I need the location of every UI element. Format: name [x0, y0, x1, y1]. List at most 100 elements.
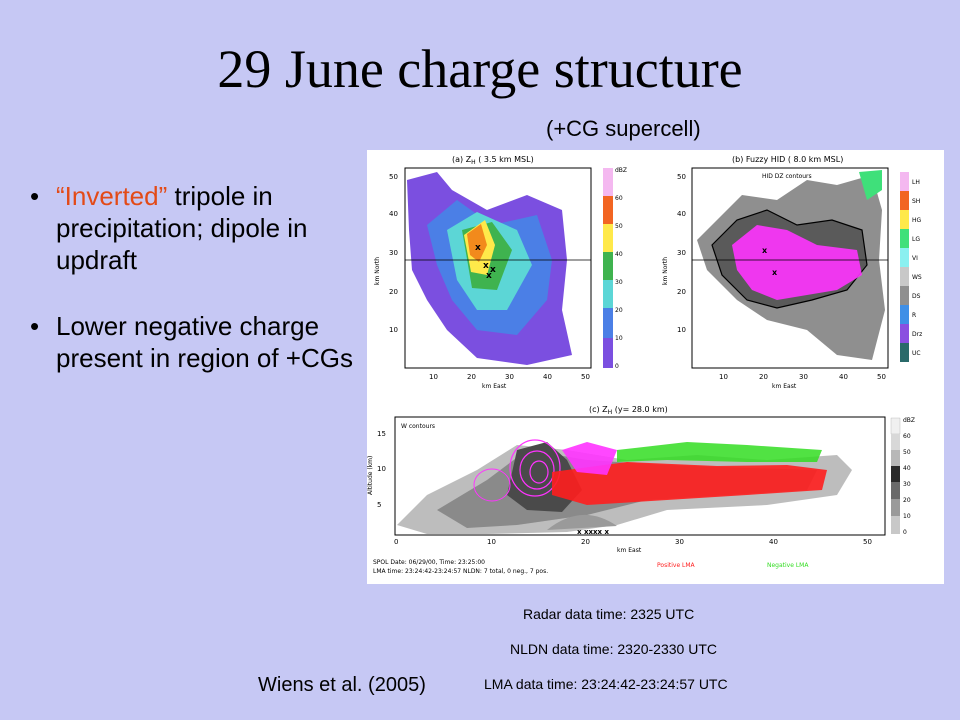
axis-label: km North	[374, 257, 381, 285]
svg-text:30: 30	[903, 481, 911, 488]
svg-text:50: 50	[903, 449, 911, 456]
svg-text:0: 0	[903, 529, 907, 536]
cg-marker: x	[772, 268, 778, 277]
figure-footer-line: LMA time: 23:24:42-23:24:57 NLDN: 7 tota…	[373, 568, 548, 575]
svg-text:UC: UC	[912, 350, 921, 357]
bullet-list: • “Inverted” tripole in precipitation; d…	[30, 180, 360, 408]
tick-label: 10	[389, 326, 398, 334]
svg-text:WS: WS	[912, 274, 922, 281]
section-reflectivity-arc	[547, 514, 617, 530]
panel-c-title: (c) ZH (y= 28.0 km)	[589, 405, 668, 416]
nldn-time: NLDN data time: 2320-2330 UTC	[510, 641, 717, 657]
svg-text:20: 20	[615, 307, 623, 314]
panel-b-title: (b) Fuzzy HID ( 8.0 km MSL)	[732, 155, 843, 164]
svg-text:R: R	[912, 312, 916, 319]
reflectivity-55	[467, 224, 487, 262]
tick-label: 20	[467, 373, 476, 381]
bullet-item: • Lower negative charge present in regio…	[30, 310, 360, 374]
svg-text:SH: SH	[912, 198, 920, 205]
bullet-text: Lower negative charge present in region …	[56, 311, 353, 373]
svg-text:30: 30	[615, 279, 623, 286]
tick-label: 50	[389, 173, 398, 181]
svg-text:HG: HG	[912, 217, 922, 224]
slide-subtitle: (+CG supercell)	[546, 116, 701, 141]
panel-a-title: (a) ZH ( 3.5 km MSL)	[452, 155, 534, 166]
svg-text:dBZ: dBZ	[903, 417, 915, 424]
svg-text:20: 20	[903, 497, 911, 504]
magenta-lma-sources	[562, 442, 617, 475]
cg-marker: x	[490, 265, 496, 275]
updraft-contour	[519, 450, 555, 490]
svg-text:0: 0	[615, 363, 619, 370]
svg-text:DS: DS	[912, 293, 921, 300]
tick-label: 5	[377, 501, 381, 509]
updraft-contour	[529, 460, 549, 484]
colorbar-a: dBZ 60 50 40 30 20 10 0	[603, 167, 627, 370]
negative-lma-sources	[617, 442, 822, 462]
hid-low-graupel	[859, 170, 882, 200]
svg-text:60: 60	[615, 195, 623, 202]
axis-label: Altitude (km)	[367, 456, 374, 495]
svg-text:dBZ: dBZ	[615, 167, 627, 174]
tick-label: 40	[839, 373, 848, 381]
cg-marker: x	[475, 243, 481, 253]
cg-marker: x	[486, 271, 492, 281]
contour-label: W contours	[401, 423, 435, 430]
tick-label: 30	[389, 249, 398, 257]
radar-figure: (a) ZH ( 3.5 km MSL) x x x x 50 40 30 20	[367, 150, 944, 584]
lma-source-cluster	[732, 225, 862, 300]
tick-label: 30	[799, 373, 808, 381]
tick-label: 50	[863, 538, 872, 546]
tick-label: 20	[759, 373, 768, 381]
lma-time: LMA data time: 23:24:42-23:24:57 UTC	[484, 676, 728, 692]
downdraft-contour	[473, 468, 511, 502]
svg-text:10: 10	[615, 335, 623, 342]
svg-text:40: 40	[903, 465, 911, 472]
tick-label: 50	[677, 173, 686, 181]
svg-text:40: 40	[615, 251, 623, 258]
svg-text:50: 50	[615, 223, 623, 230]
bullet-dot-icon: •	[30, 311, 40, 341]
slide-title: 29 June charge structure	[217, 39, 743, 99]
radar-time: Radar data time: 2325 UTC	[523, 606, 695, 622]
tick-label: 10	[429, 373, 438, 381]
svg-text:Drz: Drz	[912, 331, 922, 338]
tick-label: 20	[389, 288, 398, 296]
tick-label: 30	[505, 373, 514, 381]
axis-label: km East	[617, 547, 642, 554]
panel-a: (a) ZH ( 3.5 km MSL) x x x x 50 40 30 20	[374, 155, 627, 390]
citation: Wiens et al. (2005)	[258, 674, 426, 696]
cg-marker: x	[762, 246, 768, 255]
svg-text:VI: VI	[912, 255, 918, 262]
tick-label: 10	[487, 538, 496, 546]
colorbar-c: dBZ 60 50 40 30 20 10 0	[890, 417, 915, 536]
updraft-contour	[509, 439, 561, 497]
tick-label: 50	[581, 373, 590, 381]
axis-label: km East	[772, 383, 797, 390]
tick-label: 40	[389, 210, 398, 218]
tick-label: 15	[377, 430, 386, 438]
svg-text:LG: LG	[912, 236, 920, 243]
positive-lma-sources	[552, 462, 827, 505]
contour-label: HID DZ contours	[762, 173, 812, 180]
tick-label: 30	[675, 538, 684, 546]
tick-label: 50	[877, 373, 886, 381]
tick-label: 40	[769, 538, 778, 546]
tick-label: 10	[377, 465, 386, 473]
tick-label: 20	[677, 288, 686, 296]
negative-lma-label: Negative LMA	[767, 562, 809, 569]
panel-c: (c) ZH (y= 28.0 km) W contours x xxxx x …	[367, 405, 915, 554]
bullet-item: • “Inverted” tripole in precipitation; d…	[30, 180, 360, 276]
cg-marker: x	[483, 261, 489, 271]
svg-text:LH: LH	[912, 179, 920, 186]
tick-label: 30	[677, 249, 686, 257]
bullet-dot-icon: •	[30, 181, 40, 211]
bullet-text: tripole in precipitation; dipole in updr…	[56, 181, 308, 275]
axis-label: km East	[482, 383, 507, 390]
positive-lma-label: Positive LMA	[657, 562, 696, 569]
tick-label: 40	[677, 210, 686, 218]
bullet-highlight: “Inverted”	[56, 181, 168, 211]
figure-footer-line: SPOL Date: 06/29/00, Time: 23:25:00	[373, 559, 485, 566]
panel-b: (b) Fuzzy HID ( 8.0 km MSL) HID DZ conto…	[662, 155, 922, 390]
